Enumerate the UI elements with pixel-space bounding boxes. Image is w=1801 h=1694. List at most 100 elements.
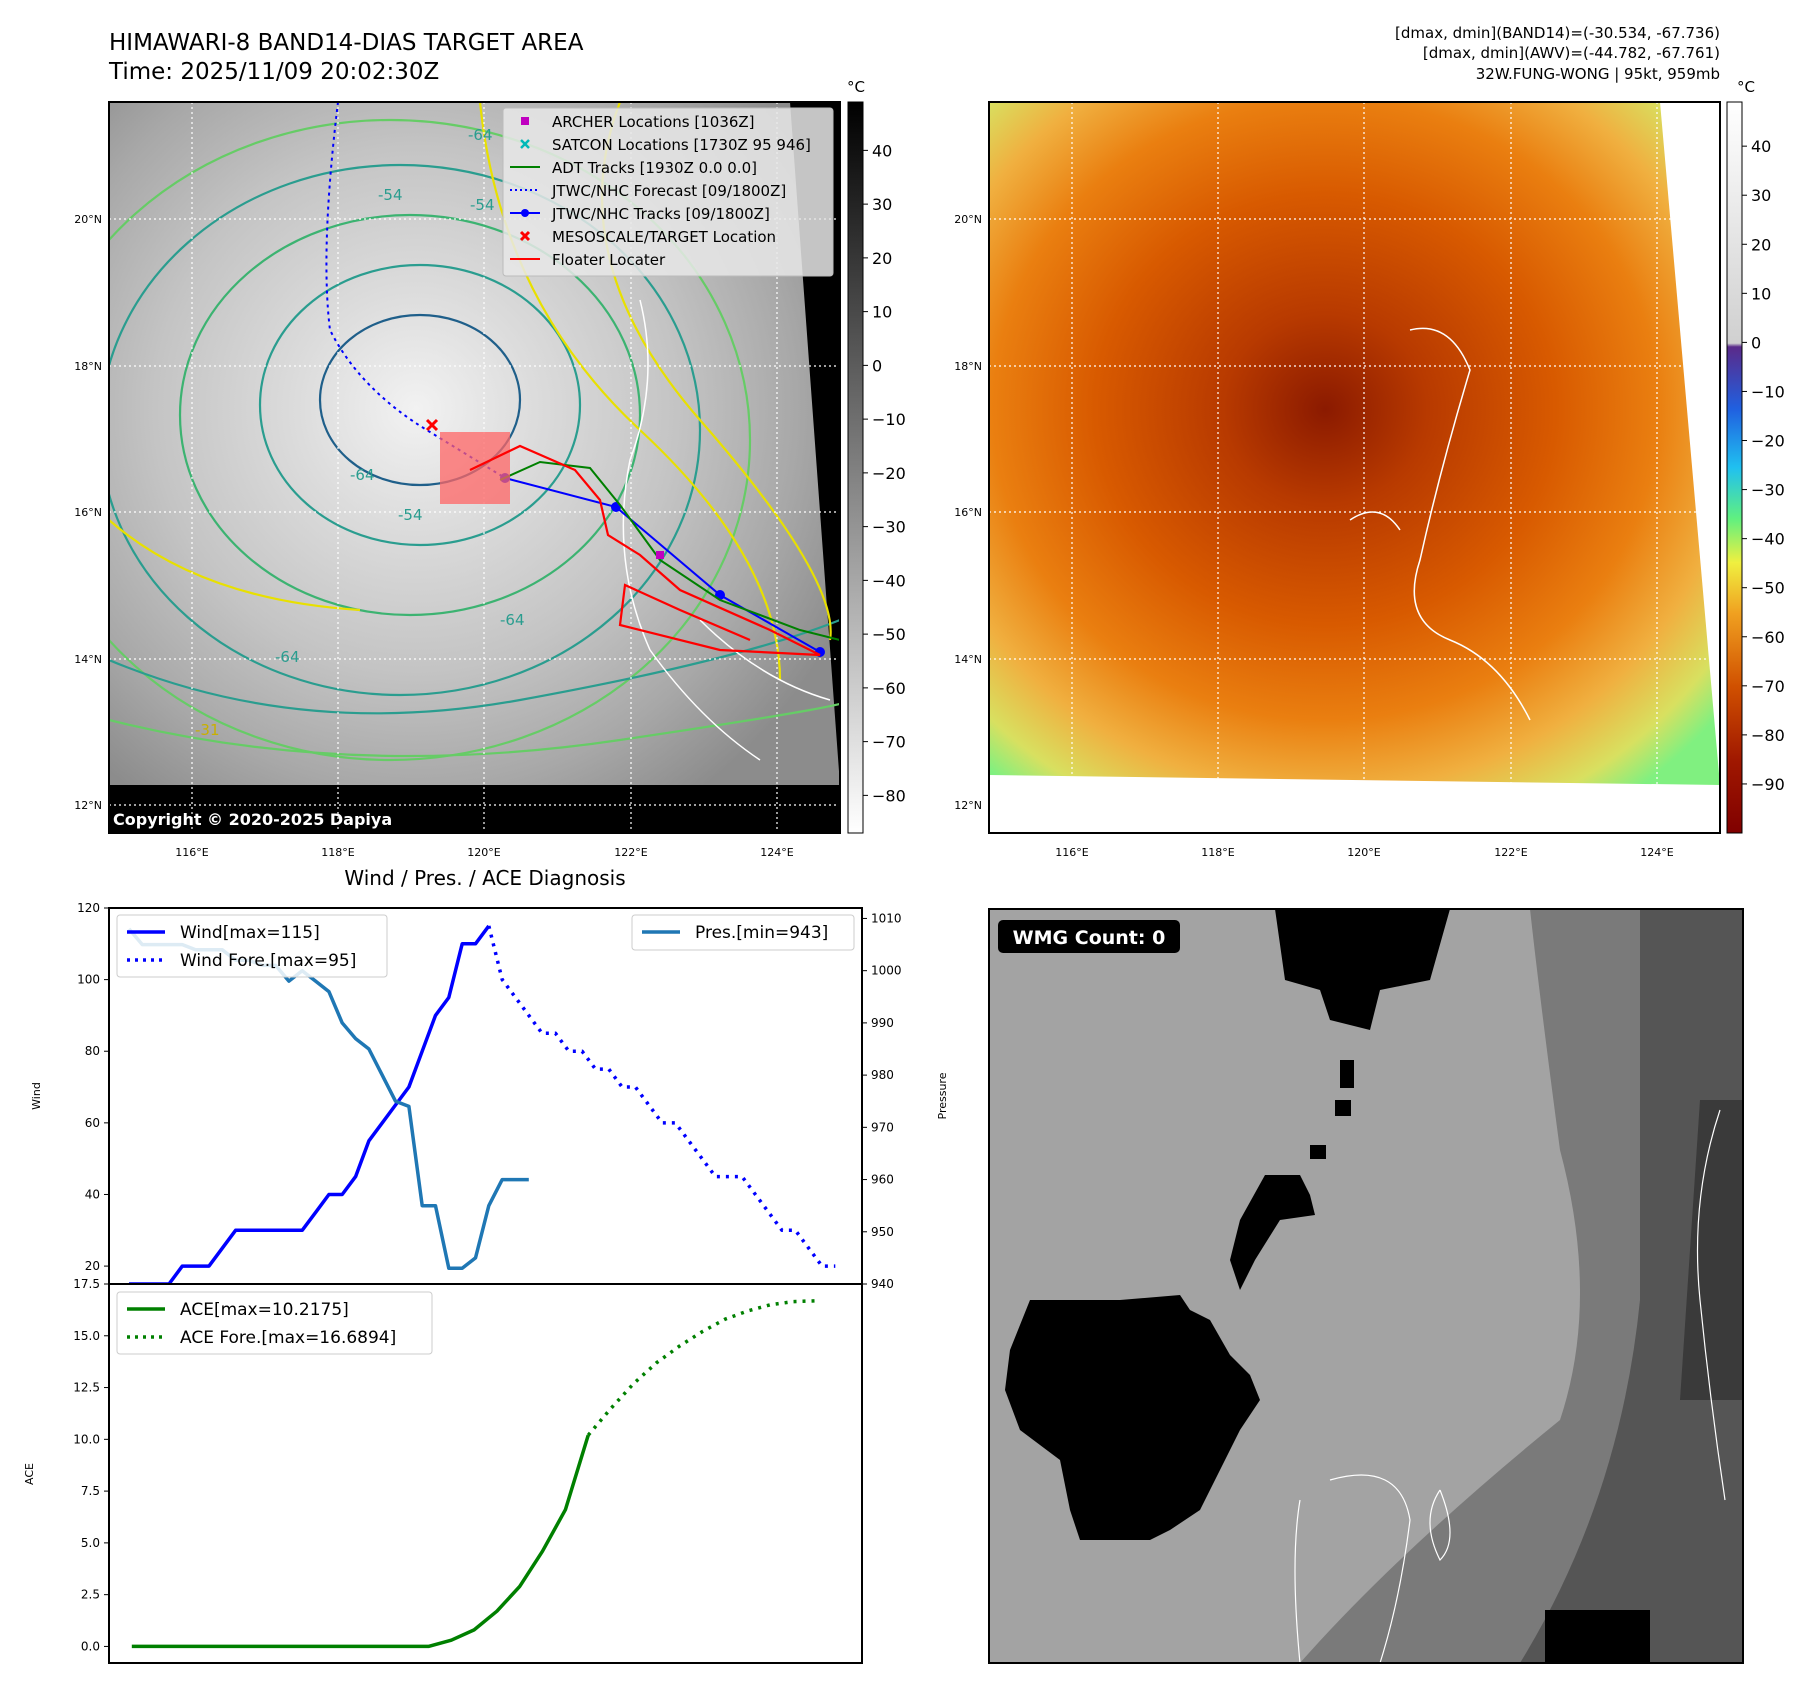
colorbar-tick-label: −60 (1751, 628, 1785, 647)
color-imagery (989, 102, 1720, 785)
wmg-cold-cloud-large (1005, 1295, 1260, 1540)
lat-label: 18°N (954, 360, 982, 373)
lat-label: 20°N (74, 213, 102, 226)
no-data-region-right (790, 102, 840, 833)
lon-label: 122°E (614, 846, 647, 859)
wind-tick-label: 80 (85, 1044, 100, 1058)
colorbar-ramp (1726, 101, 1743, 834)
ace-tick-label: 0.0 (81, 1639, 100, 1653)
lat-label: 20°N (954, 213, 982, 226)
colorbar-tick-label: 10 (1751, 284, 1771, 303)
colorbar-unit: °C (847, 78, 865, 96)
colorbar-tick-label: −40 (872, 571, 906, 590)
wind-tick-label: 120 (77, 901, 100, 915)
colorbar-tick-label: −70 (872, 733, 906, 752)
legend-label: Floater Locater (552, 251, 666, 269)
lon-label: 124°E (1640, 846, 1673, 859)
colorbar-tick-label: −20 (1751, 432, 1785, 451)
colorbar-tick-label: 20 (1751, 235, 1771, 254)
colorbar-tick-label: 40 (1751, 137, 1771, 156)
wind-tick-label: 100 (77, 973, 100, 987)
colorbar-ramp (847, 101, 864, 834)
colorbar-tick-label: −30 (872, 518, 906, 537)
ace-tick-label: 17.5 (73, 1277, 100, 1291)
wmg-cold-pixel (1310, 1145, 1326, 1159)
jtwc-forecast-track (325, 102, 506, 479)
lat-label: 16°N (74, 506, 102, 519)
contour-label: -31 (195, 721, 220, 739)
gray-colorbar: °C 40 30 20 10 0 −10 −20 −30 −40 −50 −60 −70 −80 (847, 78, 906, 834)
jtwc-track (504, 477, 821, 653)
target-marker (425, 418, 439, 432)
contour-label: -54 (398, 506, 423, 524)
lon-label: 116°E (1055, 846, 1088, 859)
wind-legend-box (116, 914, 388, 978)
ace-ticks: 17.5 15.0 12.5 10.0 7.5 5.0 2.5 0.0 (73, 1277, 109, 1653)
wmg-count-label: WMG Count: 0 (1013, 927, 1166, 949)
legend-label: SATCON Locations [1730Z 95 946] (552, 136, 811, 154)
pressure-ticks: 1010 1000 990 980 970 960 950 940 (862, 911, 902, 1291)
wmg-dark-region (1520, 909, 1743, 1663)
colorbar-tick-label: −30 (1751, 481, 1785, 500)
legend-box (502, 107, 834, 277)
colorbar-tick-label: −60 (872, 679, 906, 698)
pressure-tick-label: 1010 (871, 911, 902, 925)
ace-forecast-line (586, 1299, 817, 1437)
wmg-cold-cloud-mid (1230, 1175, 1315, 1290)
wmg-cold-pixel (1335, 1100, 1351, 1116)
colorbar-tick-label: −80 (872, 786, 906, 805)
color-map-frame (988, 101, 1721, 834)
legend-label: JTWC/NHC Forecast [09/1800Z] (551, 182, 786, 200)
color-map-panel (989, 102, 1720, 833)
awv-range: [dmax, dmin](AWV)=(-44.782, -67.761) (1423, 44, 1720, 62)
colorbar-tick-label: −10 (1751, 382, 1785, 401)
legend-label: ACE Fore.[max=16.6894] (180, 1328, 396, 1348)
archer-marker (656, 551, 664, 559)
wind-axis-label: Wind (30, 1082, 43, 1110)
contour-label: -64 (350, 466, 375, 484)
colorbar-tick-label: 30 (1751, 186, 1771, 205)
wmg-darkest-region (1680, 1100, 1743, 1400)
legend-label: Pres.[min=943] (695, 923, 828, 943)
colorbar-tick-label: 0 (1751, 333, 1761, 352)
colorbar-tick-label: −50 (1751, 579, 1785, 598)
ir-map-frame (108, 101, 841, 834)
ace-tick-label: 10.0 (73, 1432, 100, 1446)
map-gridlines (989, 102, 1720, 833)
legend-label: ACE[max=10.2175] (180, 1300, 349, 1320)
colorbar-tick-label: −80 (1751, 726, 1785, 745)
colorbar-tick-label: 20 (872, 249, 892, 268)
wmg-count-badge (998, 920, 1180, 953)
colorbar-tick-label: 30 (872, 195, 892, 214)
wmg-coastline (1294, 1109, 1726, 1663)
wind-tick-label: 60 (85, 1116, 100, 1130)
contour-label: -64 (468, 126, 493, 144)
satcon-legend-marker (520, 139, 530, 149)
copyright: Copyright © 2020-2025 Dapiya (113, 810, 392, 829)
lat-label: 14°N (74, 653, 102, 666)
wmg-panel (989, 909, 1743, 1663)
ace-series (131, 1299, 817, 1649)
wind-ticks: 120 100 80 60 40 20 (77, 901, 109, 1273)
lon-label: 118°E (321, 846, 354, 859)
pressure-tick-label: 940 (871, 1277, 894, 1291)
wind-forecast-line (487, 925, 836, 1268)
colorbar-tick-label: −90 (1751, 775, 1785, 794)
ace-tick-label: 2.5 (81, 1588, 100, 1602)
ace-legend-box (116, 1291, 433, 1355)
colorbar-ticks: 40 30 20 10 0 −10 −20 −30 −40 −50 −60 −70 −80 (863, 141, 906, 805)
target-legend-marker (519, 230, 531, 242)
color-colorbar: °C 40 30 20 10 0 −10 −20 −30 −40 −50 −60 −70 −80 −90 (1726, 78, 1785, 834)
legend-label: ARCHER Locations [1036Z] (552, 113, 755, 131)
pressure-tick-label: 950 (871, 1225, 894, 1239)
time-title: Time: 2025/11/09 20:02:30Z (108, 59, 439, 85)
archer-legend-marker (521, 117, 529, 125)
lat-label: 18°N (74, 360, 102, 373)
legend-label: JTWC/NHC Tracks [09/1800Z] (551, 205, 770, 223)
tracks-legend-point (521, 209, 529, 217)
wmg-cold-pixel (1340, 1060, 1354, 1088)
pressure-legend-box (631, 914, 855, 951)
pressure-tick-label: 1000 (871, 964, 902, 978)
colorbar-tick-label: −40 (1751, 530, 1785, 549)
